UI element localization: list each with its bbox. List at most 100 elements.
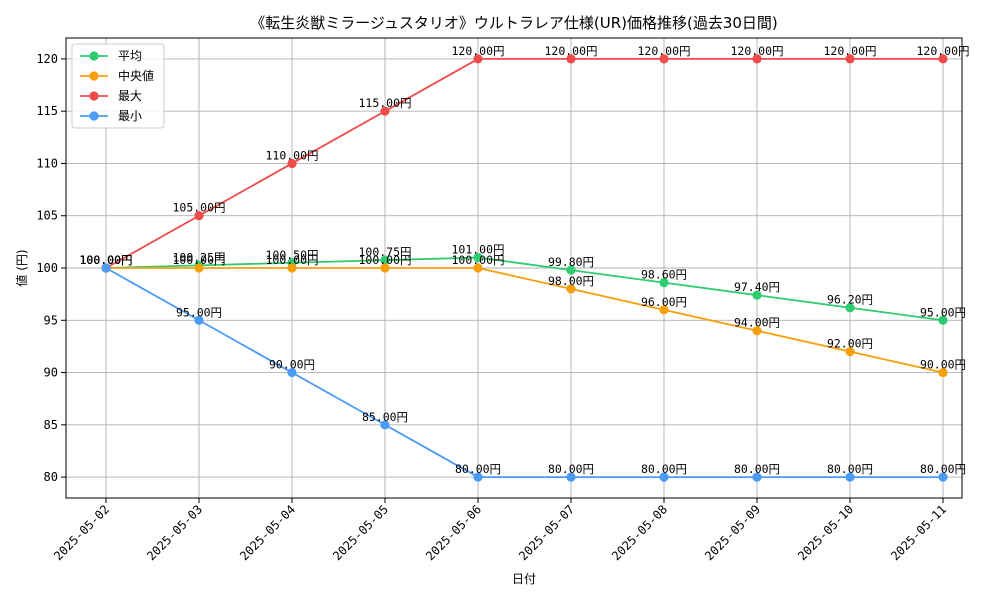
data-point: [659, 305, 669, 315]
y-tick-label: 120: [36, 52, 58, 66]
data-label: 80.00円: [734, 462, 780, 476]
y-tick-label: 100: [36, 261, 58, 275]
data-label: 95.00円: [176, 305, 222, 319]
data-label: 80.00円: [641, 462, 687, 476]
data-label: 110.00円: [265, 148, 318, 162]
data-point: [566, 265, 576, 275]
data-label: 100.50円: [265, 248, 318, 262]
data-label: 100.00円: [358, 253, 411, 267]
legend-marker: [89, 91, 99, 101]
data-label: 90.00円: [920, 358, 966, 372]
data-label: 105.00円: [172, 201, 225, 215]
data-point: [752, 54, 762, 64]
data-point: [194, 315, 204, 325]
data-label: 98.60円: [641, 268, 687, 282]
series-line: [106, 267, 944, 374]
data-point: [566, 472, 576, 482]
data-label: 100.00円: [172, 253, 225, 267]
data-point: [659, 278, 669, 288]
legend-label: 平均: [118, 49, 142, 63]
data-point: [566, 284, 576, 294]
data-label: 100.00円: [79, 253, 132, 267]
data-point: [473, 472, 483, 482]
data-point: [845, 472, 855, 482]
data-label: 120.00円: [544, 44, 597, 58]
series-layer: [101, 54, 948, 482]
data-label: 97.40円: [734, 280, 780, 294]
legend-label: 中央値: [118, 68, 154, 83]
y-tick-label: 90: [44, 366, 58, 380]
data-point: [380, 255, 390, 265]
data-point: [938, 367, 948, 378]
data-point: [938, 54, 948, 64]
legend-label: 最大: [118, 89, 142, 103]
data-point: [752, 472, 762, 482]
data-label: 100.00円: [79, 253, 132, 267]
data-point: [380, 263, 390, 273]
data-point: [473, 54, 483, 64]
data-label: 90.00円: [269, 358, 315, 372]
y-axis-label: 値 (円): [14, 249, 29, 286]
series-line: [105, 58, 943, 269]
data-point: [938, 472, 948, 482]
legend-marker: [89, 71, 99, 81]
data-label: 100.00円: [79, 253, 132, 267]
y-tick-label: 110: [36, 156, 58, 170]
data-point: [380, 106, 390, 116]
data-label: 115.00円: [358, 96, 411, 110]
legend-marker: [89, 111, 99, 121]
data-labels-layer: 100.00円 100.25円 100.50円 100.75円 101.00円99.80…: [79, 44, 969, 476]
data-label: 99.80円: [548, 255, 594, 269]
data-label: 101.00円: [451, 243, 504, 257]
y-tick-label: 105: [36, 209, 58, 223]
y-tick-label: 115: [36, 104, 58, 118]
x-axis-label: 日付: [512, 572, 536, 586]
data-label: 100.00円: [265, 253, 318, 267]
series-line: [105, 256, 944, 322]
data-point: [845, 54, 855, 64]
data-label: 80.00円: [920, 462, 966, 476]
data-label: 92.00円: [827, 337, 873, 351]
data-label: 80.00円: [455, 462, 501, 476]
data-label: 94.00円: [734, 316, 780, 330]
data-label: 120.00円: [730, 44, 783, 58]
data-label: 100.25円: [172, 250, 225, 264]
data-label: 95.00円: [920, 305, 966, 319]
data-point: [566, 54, 576, 64]
data-point: [752, 290, 762, 300]
y-axis-ticks: 80 85 90 95 100 105 110 115 120: [36, 52, 66, 484]
series-line: [105, 267, 943, 478]
data-label: 96.00円: [641, 295, 687, 309]
y-tick-label: 95: [44, 313, 58, 327]
legend-marker: [89, 51, 99, 61]
data-point: [101, 263, 111, 273]
data-point: [473, 263, 483, 273]
legend-box: [71, 43, 165, 129]
legend-label: 最小: [118, 109, 142, 123]
data-point: [845, 303, 855, 313]
data-label: 120.00円: [451, 44, 504, 58]
y-tick-label: 80: [44, 470, 58, 484]
y-tick-label: 85: [44, 418, 58, 432]
data-label: 85.00円: [362, 410, 408, 424]
data-label: 80.00円: [548, 462, 594, 476]
data-label: 98.00円: [548, 274, 594, 288]
data-point: [473, 252, 483, 263]
data-point: [752, 326, 762, 336]
data-point: [845, 347, 855, 357]
data-label: 120.00円: [916, 44, 969, 58]
data-label: 100.00円: [451, 253, 504, 267]
data-label: 100.00円: [79, 253, 132, 267]
data-label: 120.00円: [637, 44, 690, 58]
chart-title: 《転生炎獣ミラージュスタリオ》ウルトラレア仕様(UR)価格推移(過去30日間): [250, 14, 778, 32]
data-point: [659, 472, 669, 482]
data-point: [287, 263, 297, 273]
data-point: [287, 158, 297, 169]
data-point: [194, 263, 204, 273]
data-point: [287, 367, 297, 378]
data-point: [380, 420, 390, 430]
data-label: 96.20円: [827, 293, 873, 307]
